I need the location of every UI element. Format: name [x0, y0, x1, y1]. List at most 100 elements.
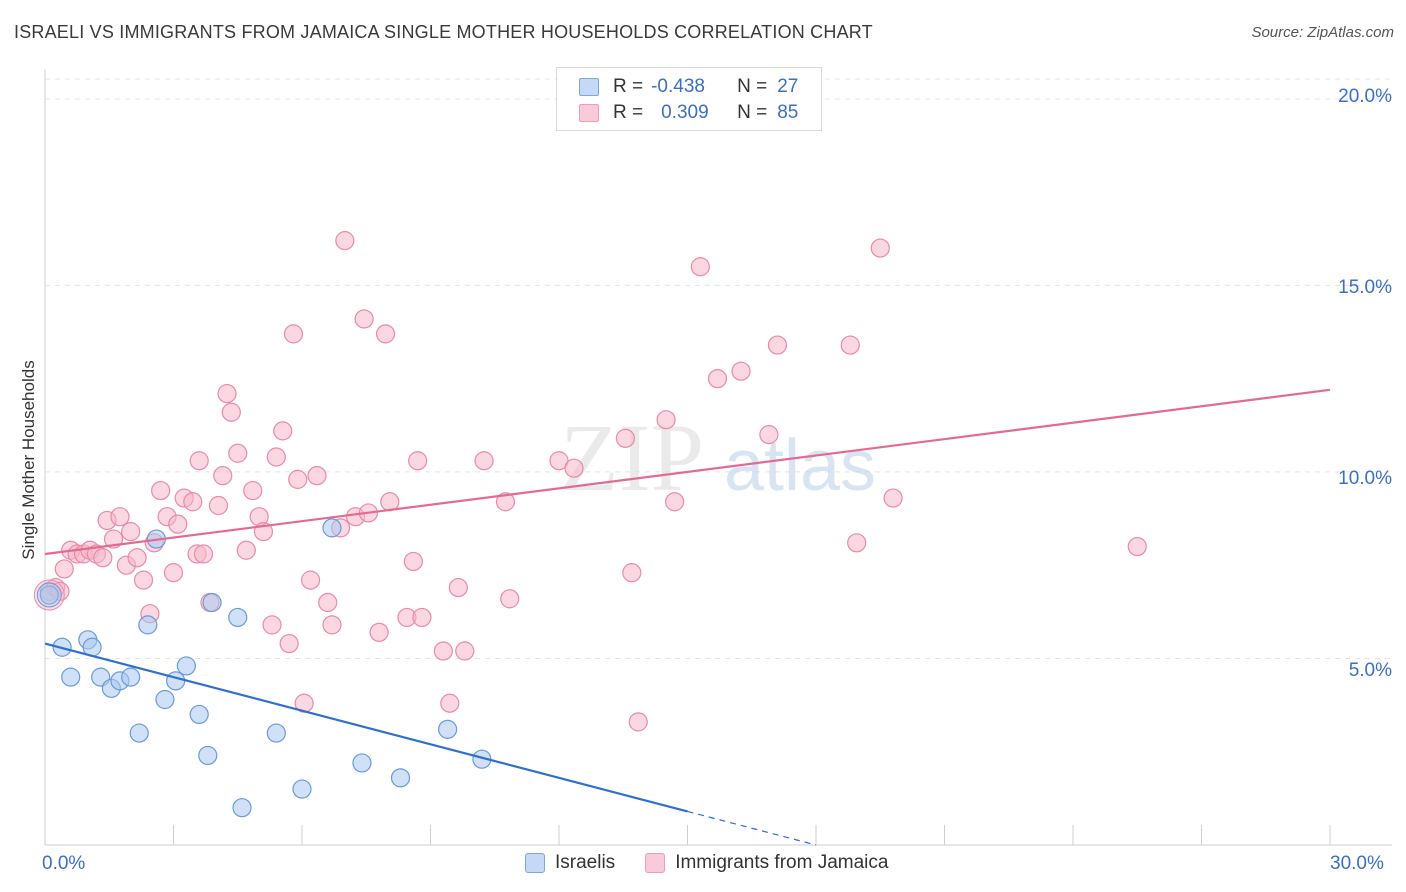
legend-n-label: N =: [737, 76, 768, 97]
jamaica-point: [208, 495, 229, 516]
trend-line-israelis-extension: [687, 810, 817, 846]
x-tick-label-max: 30.0%: [1330, 853, 1384, 874]
israelis-point-cluster: [36, 582, 62, 608]
y-tick-label-10: 10.0%: [1338, 468, 1392, 489]
legend-r-label: R =: [613, 76, 644, 97]
jamaica-point: [564, 458, 584, 478]
israelis-point: [189, 704, 209, 725]
y-axis-label: Single Mother Households: [19, 360, 38, 560]
legend-row-israelis: R = -0.438 N = 27: [579, 76, 798, 98]
jamaica-point: [279, 633, 299, 654]
jamaica-point: [408, 451, 428, 471]
legend-n-value-israelis: 27: [777, 76, 799, 97]
jamaica-point: [375, 324, 396, 344]
jamaica-point: [243, 480, 263, 501]
stats-legend: R = -0.438 N = 27 R = 0.309 N = 85: [556, 67, 822, 131]
jamaica-point: [883, 488, 903, 508]
israelis-point: [39, 585, 59, 605]
israelis-point: [322, 518, 342, 538]
legend-swatch-israelis: [525, 853, 545, 873]
y-tick-label-20: 20.0%: [1338, 86, 1392, 107]
watermark: ZIP atlas: [560, 404, 876, 511]
jamaica-point: [193, 544, 214, 564]
jamaica-point: [236, 540, 256, 560]
axes: [44, 69, 1392, 846]
jamaica-point: [665, 492, 685, 512]
jamaica-point: [121, 522, 141, 542]
jamaica-point: [840, 335, 860, 355]
y-axis-label-wrap: Single Mother Households: [14, 340, 44, 580]
jamaica-point: [322, 615, 342, 635]
jamaica-point: [288, 469, 308, 489]
series-legend: Israelis Immigrants from Jamaica: [525, 852, 918, 874]
jamaica-point: [221, 402, 241, 422]
legend-r-value-israelis: -0.438: [651, 76, 705, 97]
jamaica-point: [767, 335, 788, 355]
jamaica-point: [262, 615, 282, 635]
jamaica-point: [189, 451, 209, 471]
jamaica-point: [474, 451, 494, 471]
jamaica-point: [622, 563, 642, 583]
source-credit: Source: ZipAtlas.com: [1251, 24, 1394, 41]
jamaica-point: [495, 492, 516, 512]
israelis-point: [138, 615, 158, 635]
israelis-point: [202, 592, 222, 613]
jamaica-point: [656, 410, 676, 430]
watermark-atlas: atlas: [724, 426, 876, 506]
israelis-point: [61, 667, 81, 687]
jamaica-point: [870, 238, 890, 258]
legend-r-value-jamaica: 0.309: [661, 102, 709, 123]
jamaica-point: [731, 361, 751, 381]
israelis-point: [121, 667, 141, 687]
jamaica-point: [412, 607, 432, 628]
jamaica-point: [690, 257, 710, 277]
watermark-zip: ZIP: [560, 404, 704, 511]
jamaica-point: [283, 324, 304, 344]
jamaica-point: [455, 641, 475, 661]
israelis-point: [155, 689, 175, 710]
jamaica-point: [217, 383, 237, 404]
trend-line-jamaica: [44, 388, 1331, 556]
legend-item-israelis: Israelis: [525, 852, 615, 874]
chart-title: ISRAELI VS IMMIGRANTS FROM JAMAICA SINGL…: [14, 22, 873, 42]
jamaica-point: [307, 466, 327, 486]
jamaica-point: [151, 480, 171, 501]
israelis-point: [166, 671, 186, 691]
jamaica-point: [110, 507, 130, 527]
jamaica-point: [354, 309, 374, 329]
jamaica-point: [500, 589, 520, 609]
jamaica-point: [448, 577, 468, 598]
jamaica-point: [369, 622, 389, 642]
series-israelis-points: [36, 518, 492, 818]
jamaica-point: [93, 548, 113, 568]
jamaica-point: [168, 514, 188, 534]
legend-swatch-israelis: [579, 78, 599, 96]
legend-r-label: R =: [613, 102, 644, 123]
jamaica-point: [127, 548, 147, 568]
israelis-point: [232, 798, 252, 818]
jamaica-point: [440, 693, 460, 713]
jamaica-point: [54, 559, 74, 579]
jamaica-point: [759, 425, 779, 445]
trend-lines: [44, 388, 1331, 846]
israelis-point: [438, 719, 458, 739]
jamaica-point: [615, 428, 635, 448]
legend-label-israelis: Israelis: [555, 852, 616, 873]
jamaica-point: [433, 641, 453, 661]
jamaica-point: [403, 551, 423, 572]
legend-swatch-jamaica: [645, 853, 666, 873]
israelis-point: [129, 723, 149, 743]
israelis-point: [292, 779, 312, 799]
israelis-point: [228, 607, 248, 628]
jamaica-point: [273, 421, 293, 441]
jamaica-point: [228, 443, 248, 463]
x-tick-label-min: 0.0%: [42, 853, 86, 874]
israelis-point: [198, 745, 218, 766]
jamaica-point: [300, 570, 321, 590]
legend-swatch-jamaica: [579, 104, 599, 122]
jamaica-point: [318, 592, 338, 613]
legend-n-value-jamaica: 85: [777, 102, 799, 123]
jamaica-point: [335, 231, 355, 251]
jamaica-point: [163, 563, 184, 583]
